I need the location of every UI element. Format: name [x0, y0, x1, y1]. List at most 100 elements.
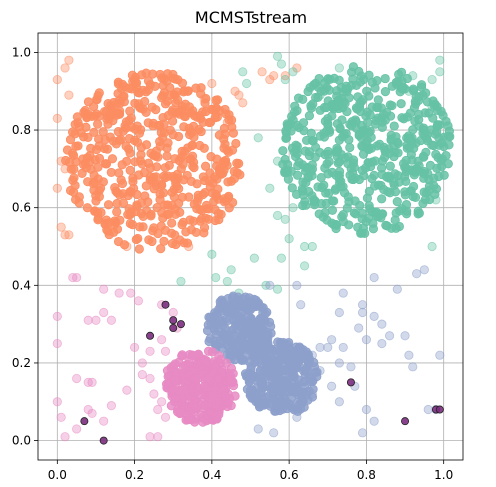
cluster-point — [406, 165, 416, 175]
outlier-point — [106, 401, 117, 411]
outlier-point — [299, 241, 310, 252]
cluster-point — [224, 203, 234, 213]
highlighted-point — [169, 324, 178, 333]
cluster-point — [209, 361, 219, 371]
cluster-point — [402, 73, 412, 84]
cluster-point — [211, 103, 221, 113]
cluster-point — [94, 153, 105, 163]
cluster-point — [197, 357, 207, 367]
cluster-point — [150, 81, 160, 92]
cluster-point — [376, 180, 386, 191]
cluster-point — [237, 336, 247, 346]
outlier-point — [52, 338, 62, 349]
cluster-point — [305, 373, 315, 384]
cluster-point — [389, 141, 399, 151]
cluster-point — [219, 385, 229, 395]
cluster-point — [438, 110, 448, 121]
cluster-point — [227, 293, 238, 303]
cluster-point — [201, 213, 211, 223]
cluster-point — [129, 135, 140, 146]
cluster-point — [389, 178, 399, 188]
y-tick-label: 1.0 — [12, 45, 31, 59]
cluster-point — [159, 88, 170, 98]
cluster-point — [385, 161, 395, 171]
cluster-point — [111, 139, 121, 149]
cluster-point — [137, 70, 147, 80]
outlier-point — [276, 59, 287, 69]
cluster-point — [291, 140, 301, 150]
cluster-point — [249, 328, 259, 338]
cluster-point — [69, 173, 79, 183]
cluster-point — [284, 337, 294, 348]
outlier-point — [327, 381, 337, 391]
outlier-point — [99, 284, 109, 294]
cluster-point — [86, 143, 96, 153]
cluster-point — [149, 223, 159, 233]
outlier-point — [404, 350, 414, 360]
cluster-point — [162, 69, 173, 79]
cluster-point — [256, 378, 267, 389]
highlighted-point — [80, 417, 89, 426]
cluster-point — [151, 105, 161, 115]
cluster-point — [264, 391, 274, 401]
cluster-point — [271, 403, 281, 413]
cluster-point — [162, 209, 172, 220]
cluster-point — [155, 141, 165, 151]
cluster-point — [226, 363, 237, 374]
cluster-point — [230, 355, 240, 365]
cluster-point — [418, 151, 429, 161]
cluster-point — [187, 140, 197, 151]
cluster-point — [173, 405, 183, 415]
cluster-point — [287, 183, 297, 193]
outlier-point — [83, 377, 93, 387]
cluster-point — [250, 298, 260, 308]
cluster-point — [309, 80, 319, 90]
cluster-point — [134, 244, 144, 254]
cluster-point — [313, 182, 323, 192]
cluster-point — [319, 132, 329, 142]
cluster-point — [123, 210, 133, 220]
outlier-point — [211, 272, 221, 283]
cluster-point — [348, 62, 359, 72]
cluster-point — [232, 158, 242, 168]
cluster-point — [198, 172, 208, 182]
outlier-point — [369, 416, 379, 426]
cluster-point — [414, 92, 424, 102]
outlier-point — [122, 385, 132, 395]
cluster-point — [189, 199, 199, 209]
cluster-point — [149, 150, 159, 160]
cluster-point — [318, 212, 328, 222]
outlier-point — [334, 307, 344, 318]
cluster-point — [107, 154, 118, 164]
cluster-point — [425, 160, 436, 171]
outlier-point — [52, 74, 62, 85]
cluster-point — [282, 352, 292, 363]
cluster-point — [159, 128, 169, 138]
cluster-point — [324, 156, 334, 167]
cluster-point — [105, 110, 116, 120]
cluster-point — [170, 108, 181, 118]
cluster-point — [310, 196, 320, 206]
cluster-point — [188, 216, 199, 226]
outlier-point — [327, 335, 337, 345]
cluster-point — [159, 236, 169, 246]
outlier-point — [346, 362, 356, 372]
cluster-point — [414, 161, 424, 171]
cluster-point — [187, 128, 197, 138]
cluster-point — [428, 113, 438, 123]
cluster-point — [185, 154, 195, 164]
cluster-point — [240, 306, 250, 317]
cluster-point — [117, 160, 127, 170]
highlighted-point — [99, 436, 108, 445]
cluster-point — [112, 98, 122, 108]
cluster-point — [201, 161, 211, 171]
cluster-point — [170, 204, 180, 214]
cluster-point — [168, 130, 178, 140]
cluster-point — [173, 95, 183, 105]
outlier-point — [296, 300, 306, 310]
cluster-point — [137, 159, 147, 169]
cluster-point — [178, 159, 188, 169]
cluster-point — [214, 409, 224, 420]
cluster-point — [391, 223, 401, 233]
